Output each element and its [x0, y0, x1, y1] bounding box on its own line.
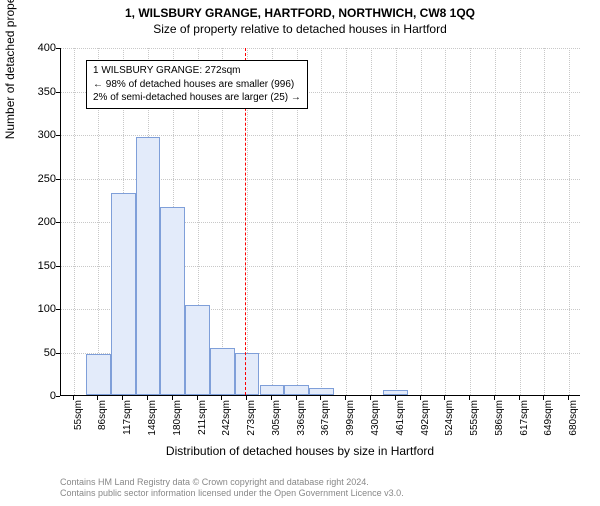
x-tick-label: 617sqm: [519, 400, 530, 440]
y-tick-label: 300: [38, 129, 56, 141]
gridline-vertical: [321, 48, 322, 395]
histogram-bar: [136, 137, 161, 395]
gridline-vertical: [495, 48, 496, 395]
y-tick-mark: [56, 266, 60, 267]
y-tick-mark: [56, 92, 60, 93]
footer-line-2: Contains public sector information licen…: [60, 488, 590, 500]
gridline-vertical: [445, 48, 446, 395]
x-tick-label: 117sqm: [122, 400, 133, 440]
chart-title-main: 1, WILSBURY GRANGE, HARTFORD, NORTHWICH,…: [0, 6, 600, 20]
x-tick-label: 55sqm: [73, 400, 84, 440]
annotation-line-3: 2% of semi-detached houses are larger (2…: [93, 91, 301, 105]
y-tick-mark: [56, 48, 60, 49]
gridline-vertical: [346, 48, 347, 395]
y-tick-mark: [56, 135, 60, 136]
gridline-vertical: [544, 48, 545, 395]
gridline-vertical: [520, 48, 521, 395]
histogram-bar: [260, 385, 285, 395]
histogram-bar: [383, 390, 408, 395]
histogram-bar: [160, 207, 185, 395]
histogram-bar: [210, 348, 235, 395]
gridline-vertical: [470, 48, 471, 395]
x-tick-label: 180sqm: [172, 400, 183, 440]
footer-line-1: Contains HM Land Registry data © Crown c…: [60, 477, 590, 489]
y-tick-mark: [56, 222, 60, 223]
y-tick-mark: [56, 353, 60, 354]
gridline-vertical: [74, 48, 75, 395]
x-tick-label: 461sqm: [395, 400, 406, 440]
x-tick-label: 367sqm: [320, 400, 331, 440]
x-tick-label: 586sqm: [494, 400, 505, 440]
y-tick-label: 200: [38, 216, 56, 228]
x-tick-label: 211sqm: [197, 400, 208, 440]
gridline-vertical: [421, 48, 422, 395]
y-tick-mark: [56, 309, 60, 310]
x-tick-label: 555sqm: [469, 400, 480, 440]
gridline-vertical: [569, 48, 570, 395]
x-tick-label: 399sqm: [345, 400, 356, 440]
y-tick-label: 350: [38, 86, 56, 98]
y-tick-label: 50: [44, 347, 56, 359]
x-tick-label: 86sqm: [97, 400, 108, 440]
histogram-bar: [111, 193, 136, 395]
y-tick-mark: [56, 179, 60, 180]
chart-subtitle: Size of property relative to detached ho…: [0, 22, 600, 36]
x-tick-label: 649sqm: [543, 400, 554, 440]
footer-attribution: Contains HM Land Registry data © Crown c…: [60, 477, 590, 500]
x-tick-label: 524sqm: [444, 400, 455, 440]
annotation-box: 1 WILSBURY GRANGE: 272sqm← 98% of detach…: [86, 60, 308, 109]
x-tick-label: 305sqm: [271, 400, 282, 440]
x-tick-label: 680sqm: [568, 400, 579, 440]
x-tick-label: 148sqm: [147, 400, 158, 440]
y-tick-label: 150: [38, 260, 56, 272]
x-tick-label: 430sqm: [370, 400, 381, 440]
x-tick-label: 273sqm: [246, 400, 257, 440]
x-tick-label: 336sqm: [296, 400, 307, 440]
histogram-bar: [284, 385, 309, 395]
annotation-line-2: ← 98% of detached houses are smaller (99…: [93, 78, 301, 92]
histogram-bar: [309, 388, 334, 395]
gridline-vertical: [371, 48, 372, 395]
y-tick-label: 400: [38, 42, 56, 54]
x-tick-label: 242sqm: [221, 400, 232, 440]
x-tick-label: 492sqm: [420, 400, 431, 440]
y-tick-label: 250: [38, 173, 56, 185]
y-tick-label: 100: [38, 303, 56, 315]
y-tick-mark: [56, 396, 60, 397]
histogram-bar: [235, 353, 260, 395]
histogram-bar: [86, 354, 111, 395]
histogram-bar: [185, 305, 210, 395]
y-axis-label: Number of detached properties: [3, 0, 17, 139]
x-axis-label: Distribution of detached houses by size …: [0, 444, 600, 458]
chart-container: 1, WILSBURY GRANGE, HARTFORD, NORTHWICH,…: [0, 6, 600, 506]
gridline-vertical: [396, 48, 397, 395]
annotation-line-1: 1 WILSBURY GRANGE: 272sqm: [93, 64, 301, 78]
